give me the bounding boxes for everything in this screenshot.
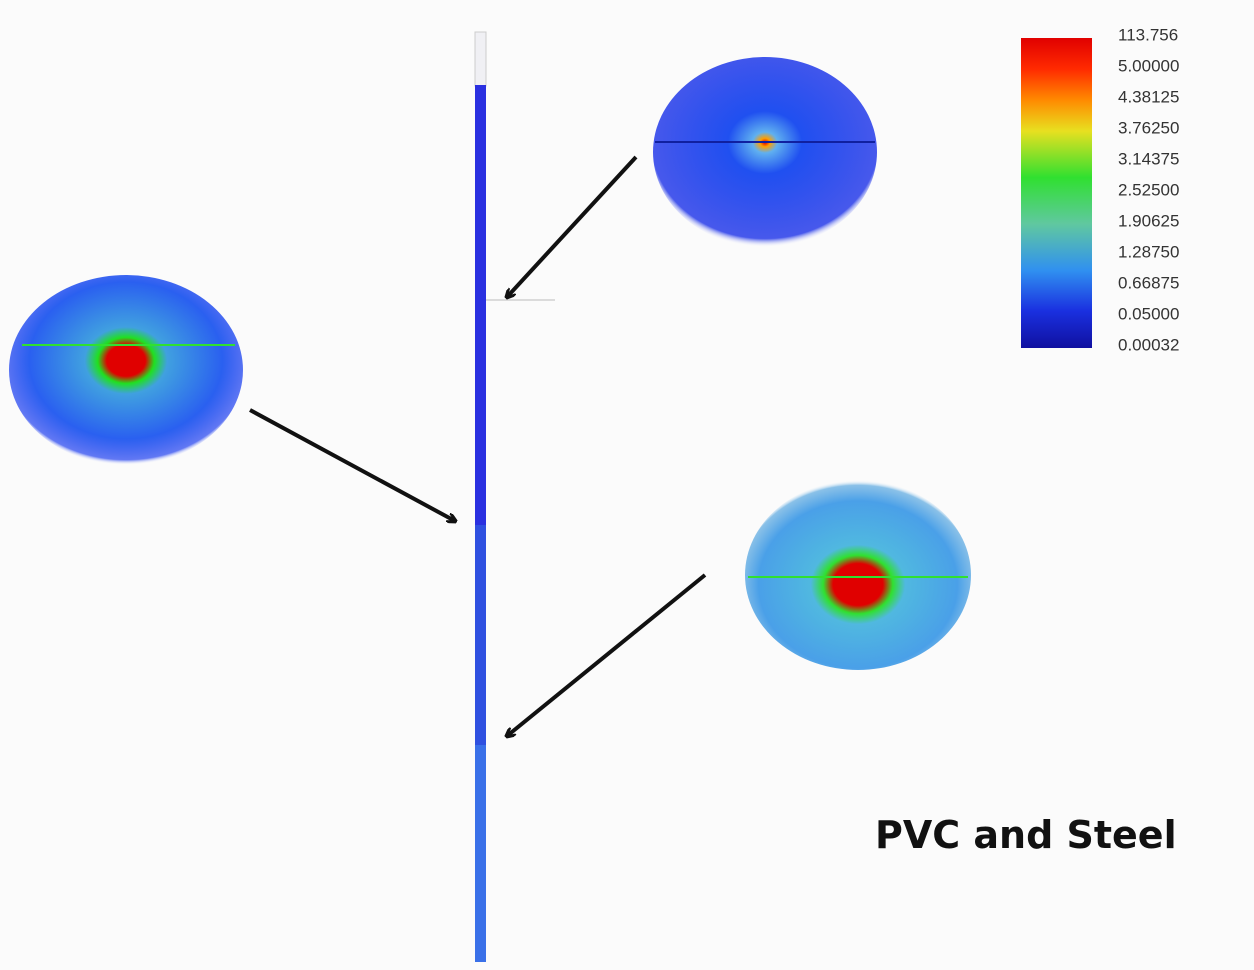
legend-label: 0.05000 bbox=[1118, 304, 1179, 323]
legend-labels: 113.756 5.00000 4.38125 3.76250 3.14375 2.525… bbox=[1118, 25, 1179, 354]
section-left bbox=[9, 275, 243, 465]
legend-label: 0.00032 bbox=[1118, 335, 1179, 354]
caption: PVC and Steel bbox=[875, 813, 1177, 857]
legend-label: 4.38125 bbox=[1118, 87, 1179, 106]
legend-label: 5.00000 bbox=[1118, 56, 1179, 75]
arrow bbox=[507, 157, 636, 297]
section-top bbox=[653, 57, 877, 247]
legend-label: 1.90625 bbox=[1118, 211, 1179, 230]
figure: 113.756 5.00000 4.38125 3.76250 3.14375 2.525… bbox=[0, 0, 1254, 970]
legend-label: 0.66875 bbox=[1118, 273, 1179, 292]
pole-top bbox=[475, 32, 486, 86]
arrow bbox=[507, 575, 705, 736]
page: 113.756 5.00000 4.38125 3.76250 3.14375 2.525… bbox=[0, 0, 1254, 970]
pole-upper bbox=[475, 85, 486, 525]
pole-lower bbox=[475, 745, 486, 962]
pole bbox=[475, 32, 555, 962]
section-right bbox=[745, 480, 971, 670]
legend-label: 1.28750 bbox=[1118, 242, 1179, 261]
arrow bbox=[250, 410, 455, 521]
legend-label: 3.14375 bbox=[1118, 149, 1179, 168]
legend-label: 3.76250 bbox=[1118, 118, 1179, 137]
color-scale bbox=[1021, 38, 1092, 348]
legend-label: 2.52500 bbox=[1118, 180, 1179, 199]
pole-middle bbox=[475, 525, 486, 745]
legend-label: 113.756 bbox=[1118, 25, 1178, 44]
